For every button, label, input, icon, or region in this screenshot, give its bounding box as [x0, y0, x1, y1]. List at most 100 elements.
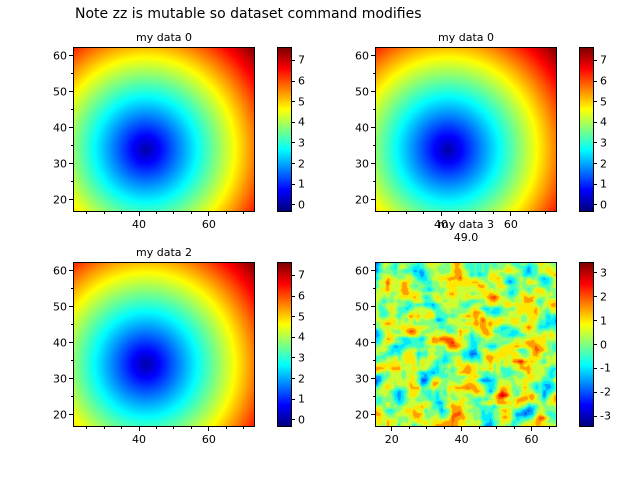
- y-tick-label: 30: [355, 157, 369, 171]
- y-tick-label: 40: [53, 336, 67, 350]
- colorbar-tick-label: 3: [600, 136, 607, 150]
- subplot-1-title: my data 0: [438, 31, 494, 44]
- subplot-0-title: my data 0: [136, 31, 192, 44]
- y-tick-label: 30: [53, 157, 67, 171]
- colorbar-tick-mark: [292, 142, 295, 144]
- x-tick-label: 20: [384, 433, 399, 446]
- y-tick-mark: [69, 55, 73, 57]
- y-tick-label: 20: [53, 408, 67, 422]
- colorbar-tick-mark: [594, 183, 597, 185]
- x-minor-tick: [423, 212, 425, 214]
- y-minor-tick: [71, 73, 73, 75]
- y-tick-mark: [69, 414, 73, 416]
- y-tick-mark: [371, 306, 375, 308]
- colorbar-tick-mark: [292, 357, 295, 359]
- colorbar-tick-label: 7: [298, 53, 305, 67]
- colorbar-tick-mark: [292, 419, 295, 421]
- y-tick-mark: [69, 163, 73, 165]
- x-minor-tick: [426, 427, 428, 429]
- colorbar-tick-label: 2: [600, 290, 607, 304]
- figure-title: Note zz is mutable so dataset command mo…: [75, 6, 422, 22]
- colorbar-tick-mark: [292, 398, 295, 400]
- y-tick-mark: [371, 127, 375, 129]
- x-minor-tick: [155, 427, 157, 429]
- x-minor-tick: [388, 212, 390, 214]
- y-minor-tick: [71, 396, 73, 398]
- heatmap-canvas: [375, 262, 557, 427]
- y-tick-mark: [371, 270, 375, 272]
- x-minor-tick: [243, 427, 245, 429]
- colorbar-canvas: [277, 262, 292, 427]
- colorbar-tick-mark: [292, 80, 295, 82]
- y-minor-tick: [373, 109, 375, 111]
- colorbar-canvas: [579, 47, 594, 212]
- colorbar-tick-mark: [292, 378, 295, 380]
- colorbar-tick-label: 4: [298, 115, 305, 129]
- y-tick-mark: [371, 378, 375, 380]
- heatmap-canvas: [73, 262, 255, 427]
- y-tick-mark: [69, 306, 73, 308]
- colorbar-tick-mark: [594, 59, 597, 61]
- x-minor-tick: [86, 212, 88, 214]
- colorbar-tick-label: 1: [298, 392, 305, 406]
- x-tick-mark: [531, 427, 533, 431]
- x-tick-label: 40: [454, 433, 469, 446]
- x-minor-tick: [243, 212, 245, 214]
- colorbar-tick-mark: [594, 142, 597, 144]
- colorbar-tick-label: 2: [298, 372, 305, 386]
- x-minor-tick: [190, 427, 192, 429]
- y-tick-label: 30: [355, 372, 369, 386]
- colorbar-tick-mark: [292, 183, 295, 185]
- y-tick-mark: [371, 55, 375, 57]
- colorbar-tick-label: -3: [600, 409, 611, 423]
- colorbar-tick-mark: [594, 272, 597, 274]
- y-tick-label: 20: [53, 193, 67, 207]
- colorbar-tick-mark: [594, 415, 597, 417]
- x-tick-label: 60: [503, 218, 518, 231]
- heatmap-canvas: [73, 47, 255, 212]
- colorbar-tick-mark: [292, 101, 295, 103]
- x-minor-tick: [86, 427, 88, 429]
- subplot-2-title: my data 2: [136, 246, 192, 259]
- x-tick-label: 60: [201, 218, 216, 231]
- x-minor-tick: [527, 212, 529, 214]
- x-tick-mark: [138, 427, 140, 431]
- colorbar-tick-mark: [292, 274, 295, 276]
- y-tick-label: 50: [53, 85, 67, 99]
- colorbar-tick-label: -1: [600, 361, 611, 375]
- y-minor-tick: [373, 324, 375, 326]
- colorbar-tick-mark: [594, 121, 597, 123]
- x-minor-tick: [492, 212, 494, 214]
- colorbar-tick-mark: [292, 204, 295, 206]
- x-tick-mark: [440, 212, 442, 216]
- x-tick-label: 40: [132, 433, 146, 446]
- y-tick-label: 60: [53, 49, 67, 63]
- y-minor-tick: [71, 324, 73, 326]
- x-minor-tick: [225, 212, 227, 214]
- x-minor-tick: [190, 212, 192, 214]
- y-tick-label: 60: [53, 264, 67, 278]
- y-tick-label: 40: [53, 121, 67, 135]
- y-tick-mark: [69, 199, 73, 201]
- colorbar-tick-label: -2: [600, 385, 611, 399]
- x-tick-mark: [138, 212, 140, 216]
- y-tick-label: 20: [355, 408, 369, 422]
- y-minor-tick: [71, 288, 73, 290]
- y-minor-tick: [373, 181, 375, 183]
- x-tick-mark: [391, 427, 393, 431]
- colorbar-tick-label: 2: [298, 157, 305, 171]
- y-tick-mark: [371, 414, 375, 416]
- y-tick-mark: [371, 342, 375, 344]
- x-minor-tick: [155, 212, 157, 214]
- y-tick-label: 50: [355, 85, 369, 99]
- x-tick-label: 40: [434, 218, 448, 231]
- colorbar-tick-mark: [292, 316, 295, 318]
- colorbar-tick-label: 5: [298, 95, 305, 109]
- y-tick-label: 40: [355, 121, 369, 135]
- x-minor-tick: [173, 427, 175, 429]
- x-minor-tick: [121, 212, 123, 214]
- colorbar-tick-label: 1: [600, 314, 607, 328]
- colorbar-tick-label: 3: [600, 266, 607, 280]
- y-tick-label: 30: [53, 372, 67, 386]
- colorbar-tick-label: 5: [600, 95, 607, 109]
